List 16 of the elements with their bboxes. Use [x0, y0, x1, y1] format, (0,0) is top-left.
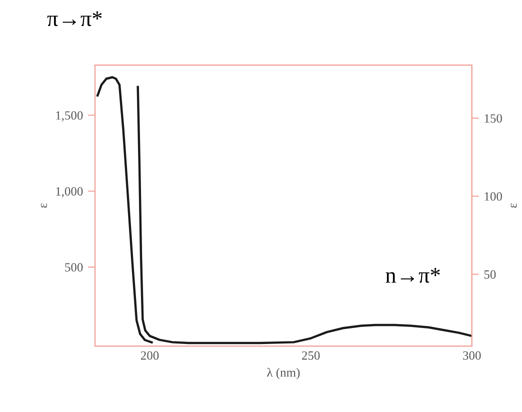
x-axis-title: λ (nm) [267, 368, 300, 380]
y-tick-label: 500 [65, 263, 83, 272]
y2-axis-title: ε [510, 203, 517, 208]
line-series [96, 76, 153, 344]
y2-tick-label: 150 [484, 114, 502, 123]
text: π→π* [47, 11, 102, 26]
y2-tick-label: 100 [484, 192, 502, 201]
x-tick-label: 200 [140, 351, 159, 360]
line-series [136, 86, 472, 344]
x-tick-label: 300 [463, 351, 481, 360]
y-tick-label: 1,500 [56, 111, 83, 122]
y-tick-label: 1,000 [56, 187, 83, 198]
annotation: n→π* [386, 268, 440, 283]
y-axis-title: ε [40, 203, 47, 208]
y2-tick-label: 50 [484, 270, 496, 279]
x-tick-label: 250 [302, 351, 320, 360]
